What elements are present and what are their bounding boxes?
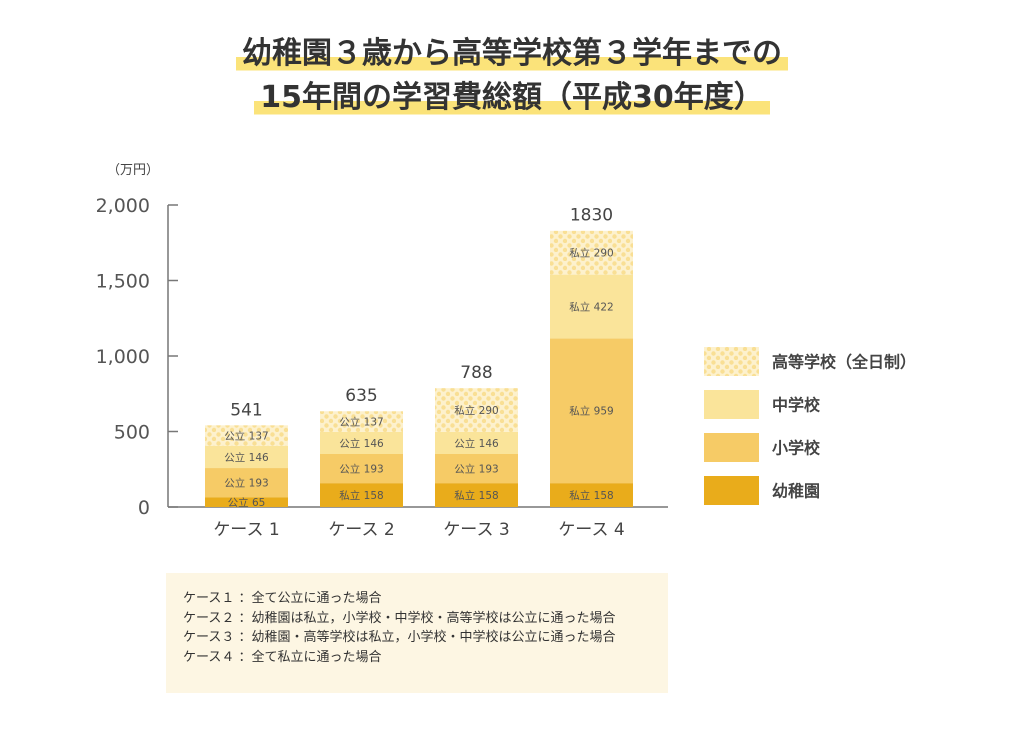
segment-label: 私立 422 [569,300,613,313]
y-tick-label: 1,000 [96,346,150,368]
bar-segment [550,338,633,484]
legend-label: 幼稚園 [772,482,820,501]
note-case-3: ケース３ ：幼稚園・高等学校は私立，小学校・中学校は公立に通った場合 [183,630,616,645]
segment-label: 公立 193 [224,477,268,490]
y-tick-label: 1,500 [96,271,150,293]
segment-label: 公立 137 [224,430,268,443]
segment-label: 私立 158 [454,489,498,502]
bar-total-label: 541 [230,400,262,420]
segment-label: 公立 193 [339,463,383,476]
title-line-1: 幼稚園３歳から高等学校第３学年までの [236,36,788,72]
y-tick-label: 500 [114,422,150,444]
legend-swatch [704,476,759,505]
bar-segment [320,453,403,484]
segment-label: 私立 158 [569,489,613,502]
bar-stack: 私立 158 私立 959 私立 422 私立 290 1830 ケース 4 [550,206,633,540]
stacked-bar-chart: （万円） 0 500 1,000 1,500 2,000 公立 65 公立 193 公立 1… [96,163,916,540]
bar-stack: 私立 158 公立 193 公立 146 公立 137 635 ケース 2 [320,386,403,540]
segment-label: 私立 959 [569,405,613,418]
segment-label: 公立 146 [339,437,384,450]
note-case-4: ケース４ ：全て私立に通った場合 [183,649,382,665]
case-notes-box: ケース１ ：全て公立に通った場合 ケース２ ：幼稚園は私立，小学校・中学校・高等… [166,573,668,693]
legend-swatch [704,347,759,376]
bar-total-label: 1830 [570,206,613,226]
bar-segment [320,411,403,432]
segment-label: 公立 193 [454,463,498,476]
x-category-label: ケース 1 [213,520,279,540]
legend-swatch [704,433,759,462]
legend-swatch [704,390,759,419]
segment-label: 私立 290 [569,247,613,260]
bar-segment [205,425,288,446]
legend-item: 中学校 [704,390,821,419]
legend-label: 高等学校（全日制） [772,353,916,372]
bar-segment [320,431,403,454]
x-category-label: ケース 3 [443,520,509,540]
chart-title: 幼稚園３歳から高等学校第３学年までの 15年間の学習費総額（平成30年度） [0,36,1024,116]
bar-segment [205,497,288,507]
bar-segment [435,453,518,484]
bar-stack: 私立 158 公立 193 公立 146 私立 290 788 ケース 3 [435,363,518,540]
title-line-2: 15年間の学習費総額（平成30年度） [254,80,770,116]
bar-segment [435,388,518,432]
segment-label: 私立 290 [454,404,498,417]
note-case-2: ケース２ ：幼稚園は私立，小学校・中学校・高等学校は公立に通った場合 [183,610,616,626]
legend-label: 小学校 [772,439,821,458]
x-category-label: ケース 2 [328,520,394,540]
bar-segment [435,483,518,507]
bar-stack: 公立 65 公立 193 公立 146 公立 137 541 ケース 1 [205,400,288,540]
bar-segment [205,468,288,498]
legend-item: 幼稚園 [704,476,820,505]
bar-segment [205,445,288,469]
segment-label: 公立 137 [339,416,383,429]
bar-segment [435,431,518,454]
note-case-1: ケース１ ：全て公立に通った場合 [183,591,382,606]
legend-label: 中学校 [772,396,821,415]
y-axis-unit-label: （万円） [107,163,159,178]
segment-label: 公立 146 [224,451,269,464]
x-category-label: ケース 4 [558,520,624,540]
bar-total-label: 635 [345,386,377,406]
bar-segment [550,483,633,507]
segment-label: 公立 146 [454,437,499,450]
y-tick-label: 2,000 [96,195,150,217]
legend-item: 小学校 [704,433,821,462]
bar-segment [320,483,403,507]
y-tick-label: 0 [138,497,150,519]
bar-total-label: 788 [460,363,492,383]
legend-item: 高等学校（全日制） [704,347,916,376]
bar-segment [550,230,633,275]
segment-label: 私立 158 [339,489,383,502]
segment-label: 公立 65 [228,496,266,509]
bar-segment [550,274,633,339]
